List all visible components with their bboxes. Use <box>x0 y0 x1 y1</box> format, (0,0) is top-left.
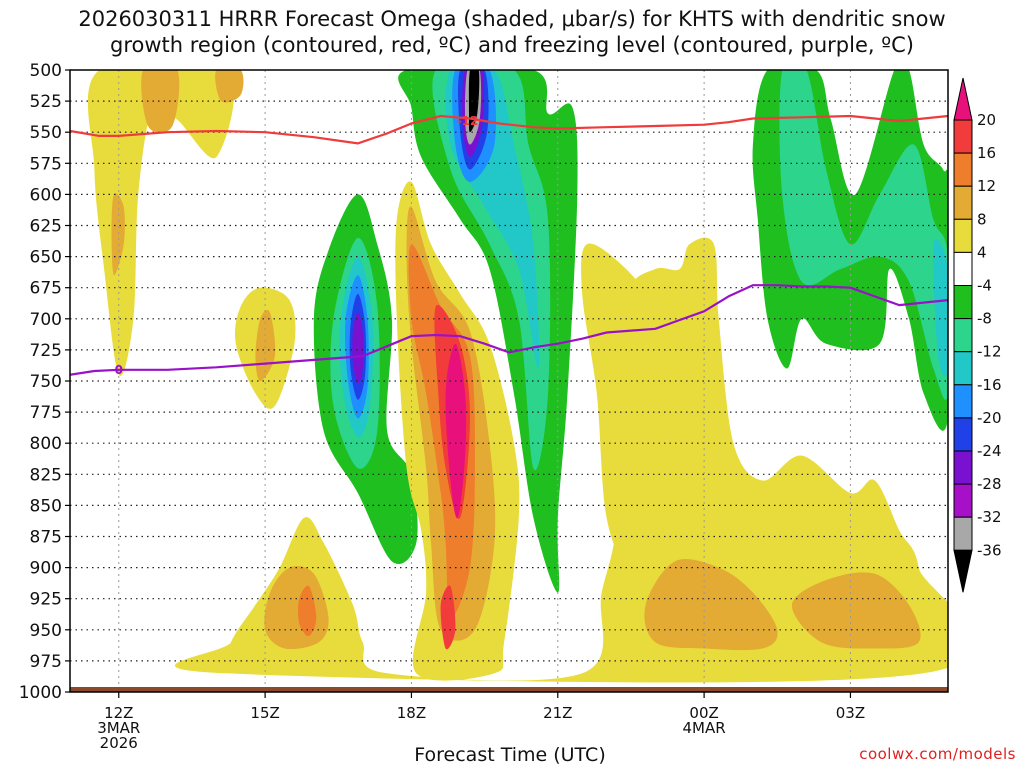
y-tick-label-875: 875 <box>30 528 62 548</box>
colorbar-label-6: -8 <box>977 310 992 328</box>
omega-region-sinking-17z-l6 <box>352 312 364 384</box>
colorbar-label-9: -20 <box>977 409 1002 427</box>
freezing-label: 0 <box>115 363 123 377</box>
y-tick-label-900: 900 <box>30 559 62 579</box>
omega-region-weak-rising-12z-core <box>111 193 125 276</box>
omega-region-rising-late-mid <box>581 243 729 569</box>
colorbar-seg-9 <box>953 384 973 419</box>
y-axis: 500 525 550 575 600 625 650 675 700 725 750 775 800 8… <box>19 61 70 703</box>
y-tick-label-1000: 1000 <box>19 683 62 703</box>
colorbar-label-0: 20 <box>977 111 996 129</box>
x-tick-label-12Z-1: 3MAR <box>97 719 140 737</box>
colorbar-seg-3 <box>953 185 973 220</box>
y-tick-label-850: 850 <box>30 496 62 516</box>
y-tick-label-950: 950 <box>30 621 62 641</box>
colorbar-seg-6 <box>953 285 973 320</box>
y-tick-label-675: 675 <box>30 279 62 299</box>
x-tick-label-18Z-0: 18Z <box>397 704 426 722</box>
dendritic-label: -12 <box>457 114 479 128</box>
x-tick-label-12Z-2: 2026 <box>100 734 138 752</box>
colorbar-label-7: -12 <box>977 343 1002 361</box>
x-tick-label-12Z-0: 12Z <box>104 704 133 722</box>
omega-shading <box>87 70 948 683</box>
colorbar-seg-11 <box>953 450 973 485</box>
omega-region-weak-rising-14z-core <box>215 70 244 103</box>
colorbar-label-3: 8 <box>977 210 987 228</box>
y-tick-label-625: 625 <box>30 217 62 237</box>
x-axis-label: Forecast Time (UTC) <box>414 744 606 766</box>
y-tick-label-825: 825 <box>30 465 62 485</box>
y-tick-label-575: 575 <box>30 154 62 174</box>
y-tick-label-550: 550 <box>30 123 62 143</box>
x-tick-label-03Z-0: 03Z <box>836 704 865 722</box>
colorbar-seg-7 <box>953 318 973 353</box>
omega-region-rising-late-surface <box>175 237 948 683</box>
colorbar-label-12: -32 <box>977 508 1002 526</box>
colorbar-seg-1 <box>953 119 973 154</box>
colorbar-label-5: -4 <box>977 277 992 295</box>
colorbar-seg-13 <box>953 516 973 551</box>
omega-region-rising-late-surface-l3 <box>298 585 317 637</box>
freezing-line <box>70 284 948 376</box>
y-tick-label-725: 725 <box>30 341 62 361</box>
chart-title: 2026030311 HRRR Forecast Omega (shaded, … <box>0 6 1024 58</box>
omega-region-rising-18z-l6 <box>440 585 456 650</box>
colorbar-seg-10 <box>953 417 973 452</box>
y-tick-label-750: 750 <box>30 372 62 392</box>
contour-lines <box>70 114 948 376</box>
y-tick-label-700: 700 <box>30 310 62 330</box>
colorbar-label-8: -16 <box>977 376 1002 394</box>
omega-region-sinking-late-l3 <box>933 239 948 377</box>
ground-strip <box>70 687 948 692</box>
y-tick-label-650: 650 <box>30 248 62 268</box>
x-tick-label-00Z-1: 4MAR <box>683 719 726 737</box>
chart-title-line2: growth region (contoured, red, ºC) and f… <box>110 33 914 57</box>
credit-text: coolwx.com/models <box>859 745 1016 763</box>
x-tick-label-21Z-0: 21Z <box>543 704 572 722</box>
y-tick-label-925: 925 <box>30 590 62 610</box>
grid-lines <box>70 70 948 692</box>
omega-region-weak-rising-12z <box>87 70 235 377</box>
colorbar-seg-14 <box>953 549 973 593</box>
colorbar-seg-4 <box>953 218 973 253</box>
y-tick-label-525: 525 <box>30 92 62 112</box>
omega-region-rising-late-surface-l2b <box>644 559 778 651</box>
x-tick-label-15Z-0: 15Z <box>250 704 279 722</box>
y-tick-label-975: 975 <box>30 652 62 672</box>
chart-title-line1: 2026030311 HRRR Forecast Omega (shaded, … <box>78 7 946 31</box>
colorbar-label-4: 4 <box>977 243 987 261</box>
y-tick-label-800: 800 <box>30 434 62 454</box>
colorbar-label-1: 16 <box>977 144 996 162</box>
y-tick-label-600: 600 <box>30 185 62 205</box>
x-tick-label-00Z-0: 00Z <box>689 704 718 722</box>
omega-region-sinking-late-l2 <box>779 70 948 400</box>
colorbar-seg-0 <box>953 77 973 121</box>
colorbar-seg-5 <box>953 251 973 286</box>
colorbar-seg-8 <box>953 351 973 386</box>
colorbar-label-10: -24 <box>977 442 1002 460</box>
colorbar-label-13: -36 <box>977 541 1002 559</box>
y-tick-label-775: 775 <box>30 403 62 423</box>
contour-labels: -12 0 <box>115 114 479 377</box>
dendritic-line <box>70 114 948 145</box>
colorbar-seg-12 <box>953 483 973 518</box>
omega-region-weak-rising-13z-core <box>141 70 180 133</box>
colorbar-seg-2 <box>953 152 973 187</box>
y-tick-label-500: 500 <box>30 61 62 81</box>
colorbar-label-11: -28 <box>977 475 1002 493</box>
colorbar-label-2: 12 <box>977 177 996 195</box>
omega-region-sinking-19z-core <box>468 70 480 133</box>
colorbar: 20 16 12 8 4 -4 -8 -12 -16 -20 -24 -28 -32 -36 <box>953 77 1002 593</box>
